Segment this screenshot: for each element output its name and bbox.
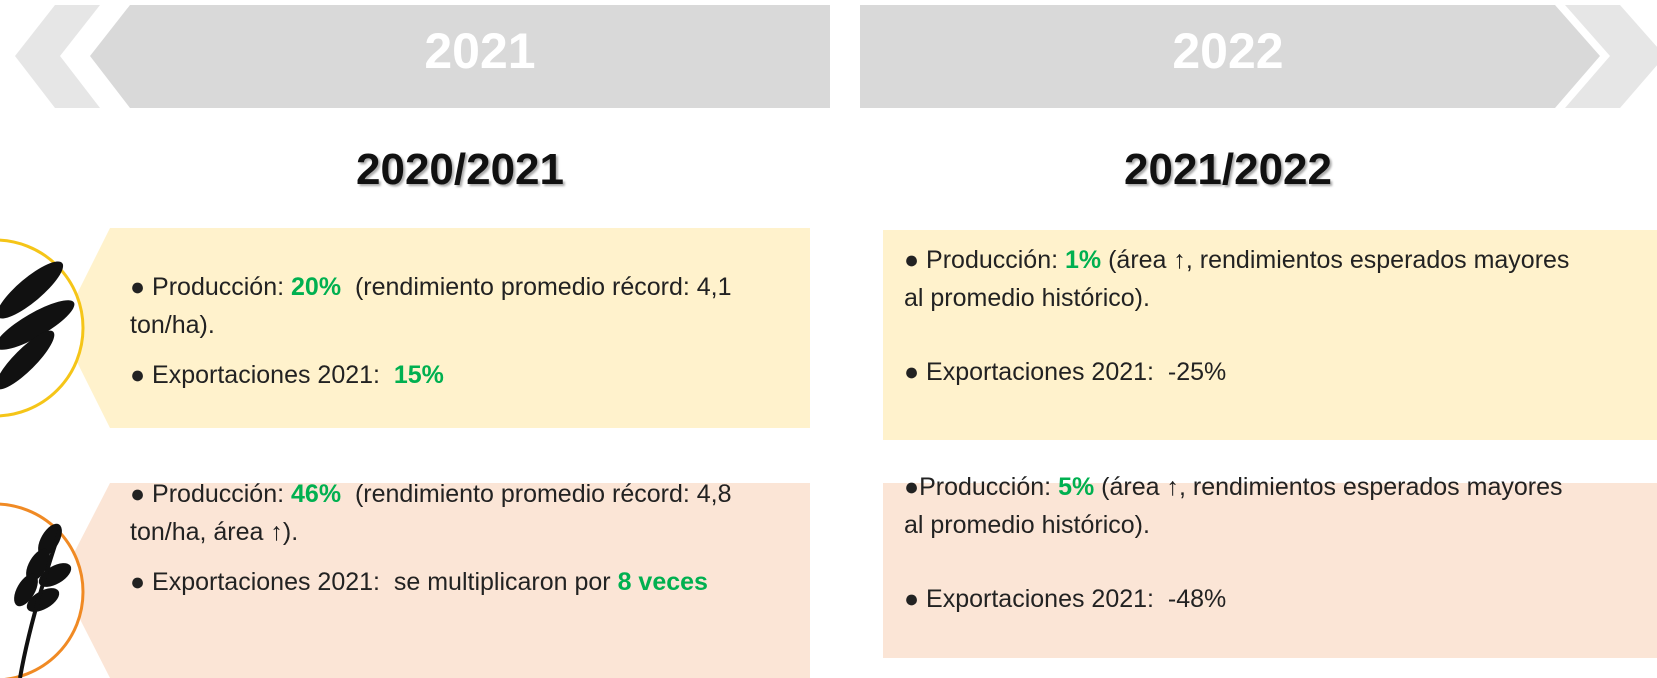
text: ●Producción: bbox=[904, 473, 1059, 501]
season-title: 2020/2021 bbox=[356, 145, 564, 194]
text: ● Producción: bbox=[904, 246, 1066, 274]
text: ● Producción: bbox=[130, 480, 292, 508]
corn-icon bbox=[0, 261, 75, 390]
text-box: ● Producción: 1% (área ↑, rendimientos e… bbox=[904, 241, 1584, 391]
highlight: 46% bbox=[291, 480, 342, 508]
text: ● Exportaciones 2021: -25% bbox=[904, 358, 1227, 386]
banner-label: 2021 bbox=[424, 23, 536, 79]
text: (área ↑, rendimientos esperados mayores … bbox=[904, 246, 1577, 312]
text: ● Producción: bbox=[130, 273, 292, 301]
banner-label: 2022 bbox=[1172, 23, 1284, 79]
box-shape bbox=[883, 230, 1657, 440]
text: ● Exportaciones 2021: bbox=[130, 361, 394, 389]
wheat-icon bbox=[14, 523, 72, 678]
box-shape bbox=[883, 483, 1657, 658]
text-box: ● Producción: 20% (rendimiento promedio … bbox=[130, 268, 800, 394]
text-box: ●Producción: 5% (área ↑, rendimientos es… bbox=[904, 468, 1584, 618]
box-shape bbox=[60, 483, 810, 678]
bullet: ●Producción: 5% (área ↑, rendimientos es… bbox=[904, 468, 1584, 544]
chevron bbox=[15, 5, 100, 108]
text: (rendimiento promedio récord: 4,1 ton/ha… bbox=[130, 273, 739, 339]
highlight: 8 veces bbox=[617, 568, 708, 596]
highlight: 5% bbox=[1058, 473, 1095, 501]
box-shape bbox=[60, 228, 810, 428]
bullet: ● Exportaciones 2021: -48% bbox=[904, 580, 1584, 618]
bullet: ● Exportaciones 2021: 15% bbox=[130, 356, 800, 394]
text: ● Exportaciones 2021: -48% bbox=[904, 585, 1227, 613]
bullet: ● Producción: 46% (rendimiento promedio … bbox=[130, 475, 800, 551]
banner-shape bbox=[90, 5, 830, 108]
banner-shape bbox=[860, 5, 1600, 108]
bullet: ● Producción: 1% (área ↑, rendimientos e… bbox=[904, 241, 1584, 317]
text-box: ● Producción: 46% (rendimiento promedio … bbox=[130, 475, 800, 601]
bullet: ● Producción: 20% (rendimiento promedio … bbox=[130, 268, 800, 344]
chevron bbox=[1565, 5, 1657, 108]
text: (área ↑, rendimientos esperados mayores … bbox=[904, 473, 1570, 539]
highlight: 1% bbox=[1065, 246, 1102, 274]
highlight: 15% bbox=[393, 361, 444, 389]
text: (rendimiento promedio récord: 4,8 ton/ha… bbox=[130, 480, 739, 546]
bullet: ● Exportaciones 2021: -25% bbox=[904, 353, 1584, 391]
highlight: 20% bbox=[291, 273, 342, 301]
season-title: 2021/2022 bbox=[1124, 145, 1332, 194]
text: ● Exportaciones 2021: se multiplicaron p… bbox=[130, 568, 618, 596]
bullet: ● Exportaciones 2021: se multiplicaron p… bbox=[130, 563, 800, 601]
